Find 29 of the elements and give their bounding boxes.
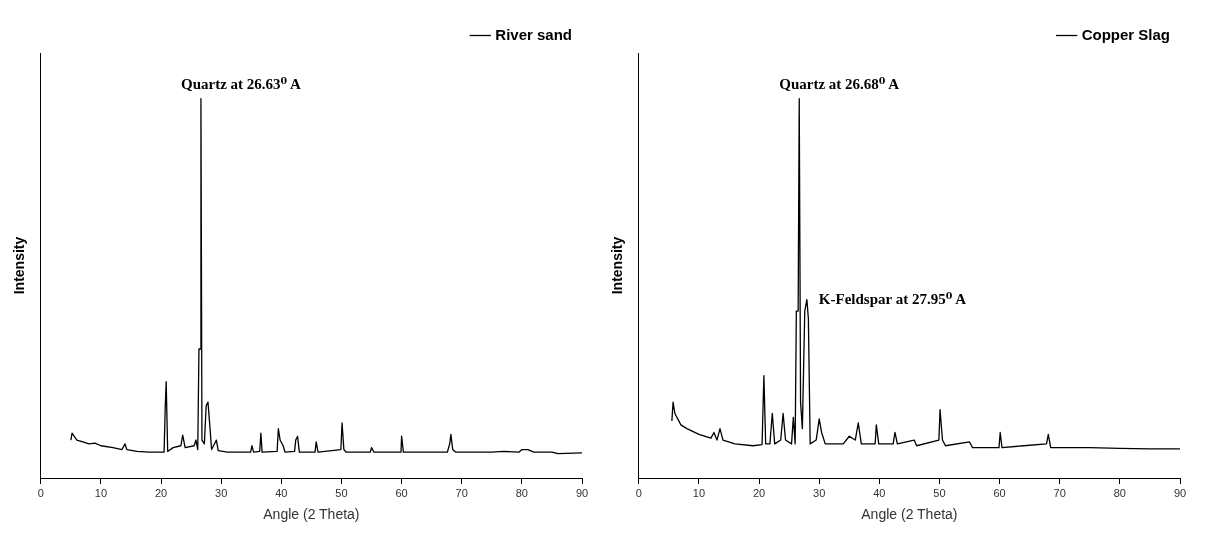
x-tick-label: 0: [635, 486, 642, 499]
x-tick-label: 20: [752, 486, 766, 499]
annotation: Quartz at 26.63⁰ A: [180, 75, 302, 92]
x-tick-label: 10: [692, 486, 706, 499]
annotation: K-Feldspar at 27.95⁰ A: [818, 291, 967, 308]
annotation: Quartz at 26.68⁰ A: [779, 75, 900, 92]
y-axis-title: Intensity: [11, 236, 28, 295]
x-tick-label: 70: [1053, 486, 1066, 499]
x-tick-label: 30: [813, 486, 826, 499]
x-tick-label: 60: [993, 486, 1006, 499]
x-tick-label: 40: [275, 486, 288, 499]
x-tick-label: 30: [215, 486, 228, 499]
x-tick-label: 90: [575, 486, 589, 499]
x-axis-title: Angle (2 Theta): [861, 506, 958, 523]
x-tick-label: 0: [37, 486, 44, 499]
y-axis-title: Intensity: [609, 236, 626, 295]
x-tick-label: 60: [395, 486, 408, 499]
legend-label: River sand: [495, 25, 572, 43]
x-tick-label: 80: [515, 486, 528, 499]
x-tick-label: 90: [1173, 486, 1187, 499]
x-tick-label: 50: [335, 486, 348, 499]
x-tick-label: 80: [1113, 486, 1126, 499]
x-tick-label: 20: [154, 486, 168, 499]
x-tick-label: 40: [873, 486, 886, 499]
legend-label: Copper Slag: [1081, 25, 1171, 43]
x-tick-label: 10: [94, 486, 108, 499]
x-tick-label: 50: [933, 486, 946, 499]
x-tick-label: 70: [455, 486, 468, 499]
x-axis-title: Angle (2 Theta): [263, 506, 360, 523]
